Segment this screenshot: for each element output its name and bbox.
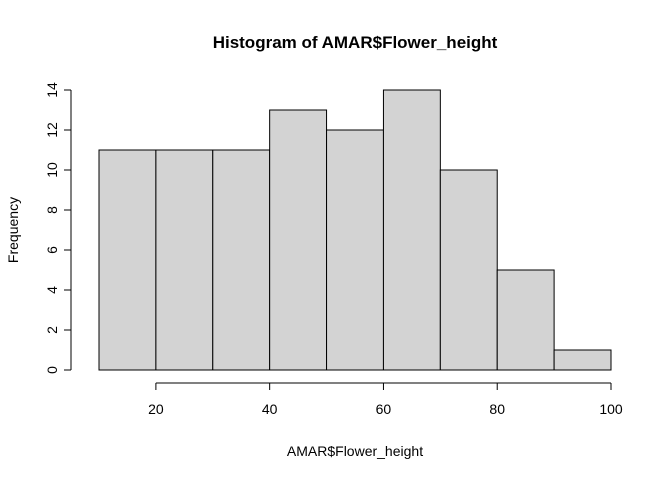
y-axis-label: Frequency [5, 197, 21, 263]
x-tick-label: 100 [599, 401, 623, 417]
y-tick-label: 14 [44, 82, 60, 98]
chart-title: Histogram of AMAR$Flower_height [213, 33, 498, 52]
y-tick-label: 0 [44, 366, 60, 374]
histogram-bar-40-50 [269, 109, 328, 371]
y-tick-label: 12 [44, 122, 60, 138]
histogram-bar-80-90 [496, 269, 555, 371]
x-tick-label: 40 [262, 401, 278, 417]
histogram-bar-90-100 [553, 349, 612, 371]
histogram-bar-70-80 [439, 169, 498, 371]
y-tick-label: 10 [44, 162, 60, 178]
y-tick-label: 8 [44, 206, 60, 214]
histogram-bar-30-40 [212, 149, 271, 371]
x-axis: 20 40 60 80 100 [148, 382, 623, 417]
histogram-bar-20-30 [155, 149, 214, 371]
bars-group [98, 89, 612, 371]
histogram-bar-10-20 [98, 149, 157, 371]
histogram-bar-50-60 [326, 129, 384, 371]
x-tick-label: 20 [148, 401, 164, 417]
x-tick-label: 80 [489, 401, 505, 417]
y-tick-label: 4 [44, 286, 60, 294]
y-tick-label: 2 [44, 326, 60, 334]
x-axis-label: AMAR$Flower_height [287, 443, 423, 459]
y-tick-label: 6 [44, 246, 60, 254]
x-tick-label: 60 [376, 401, 392, 417]
y-axis: 0 2 4 6 8 10 12 14 [44, 82, 72, 374]
histogram-bar-60-70 [382, 89, 441, 371]
